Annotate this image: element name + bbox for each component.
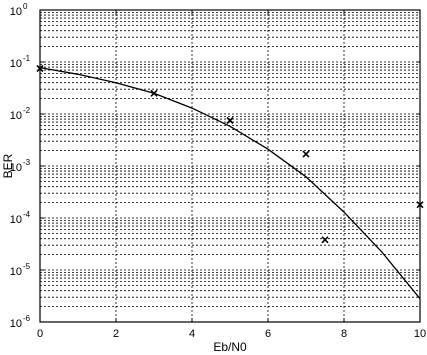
x-tick-label: 6 [265,328,271,340]
ber-marker [226,116,234,125]
ber-curve-line [39,66,421,300]
ber-marker-stroke [150,89,158,97]
ber-marker [321,236,329,244]
x-tick-label: 4 [189,328,195,340]
y-tick-exponent: -6 [23,314,31,323]
ber-marker-stroke [321,236,329,244]
ber-marker-stroke [226,116,234,125]
x-tick-label: 10 [414,328,426,340]
y-tick-label: 10 [10,318,22,330]
y-axis-label: BER [1,153,15,178]
grid-lines [39,10,421,323]
y-tick-label: 10 [10,110,22,122]
y-tick-exponent: -5 [23,262,31,271]
data-series [36,64,424,300]
ber-marker [302,150,310,158]
x-tick-label: 8 [341,328,347,340]
y-tick-exponent: -2 [23,106,31,115]
x-axis-label: Eb/N0 [213,340,247,354]
y-tick-exponent: -3 [23,158,31,167]
y-tick-label: 10 [10,58,22,70]
x-tick-label: 0 [37,328,43,340]
ber-marker [150,89,158,97]
y-tick-label: 10 [10,266,22,278]
y-tick-label: 10 [10,6,22,18]
x-tick-label: 2 [113,328,119,340]
y-tick-exponent: -4 [23,210,31,219]
ber-marker-stroke [302,150,310,158]
y-tick-exponent: -1 [23,54,31,63]
y-tick-label: 10 [10,162,22,174]
y-tick-exponent: 0 [23,2,28,11]
y-tick-label: 10 [10,214,22,226]
